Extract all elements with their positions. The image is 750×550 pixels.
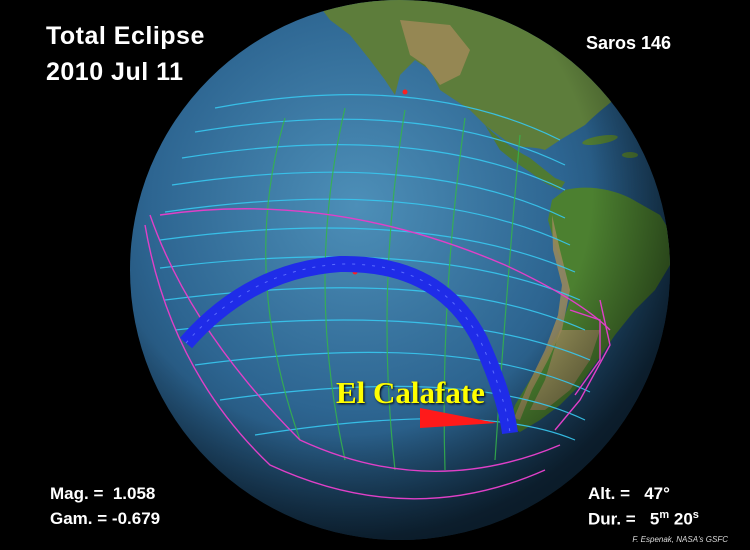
magnitude-stat: Mag. = 1.058 — [50, 484, 155, 504]
title-line-2: 2010 Jul 11 — [46, 58, 184, 86]
totality-path — [179, 255, 518, 435]
el-calafate-marker — [420, 408, 497, 428]
saros-label: Saros 146 — [586, 33, 672, 53]
credit-text: F. Espenak, NASA's GSFC — [632, 535, 728, 544]
dur-min-unit: m — [659, 509, 670, 521]
mag-value: 1.058 — [112, 484, 156, 503]
dur-label: Dur. = — [588, 509, 636, 529]
altitude-stat: Alt. = 47° — [588, 484, 670, 504]
mag-label: Mag. = — [50, 484, 104, 503]
dur-min: 5 — [649, 509, 660, 529]
time-grid-cyan — [159, 94, 591, 441]
dur-sec-unit: s — [692, 509, 699, 521]
duration-stat: Dur. = 5m 20s — [588, 509, 699, 530]
dur-sec: 20 — [673, 509, 693, 529]
alt-value: 47° — [644, 484, 670, 503]
city-label: El Calafate — [336, 375, 485, 410]
gam-label: Gam. = — [50, 509, 108, 528]
limit-lines — [144, 208, 611, 500]
gamma-stat: Gam. = -0.679 — [50, 509, 160, 529]
alt-label: Alt. = — [588, 484, 631, 503]
title-line-1: Total Eclipse — [46, 22, 205, 50]
gam-value: -0.679 — [111, 509, 161, 528]
